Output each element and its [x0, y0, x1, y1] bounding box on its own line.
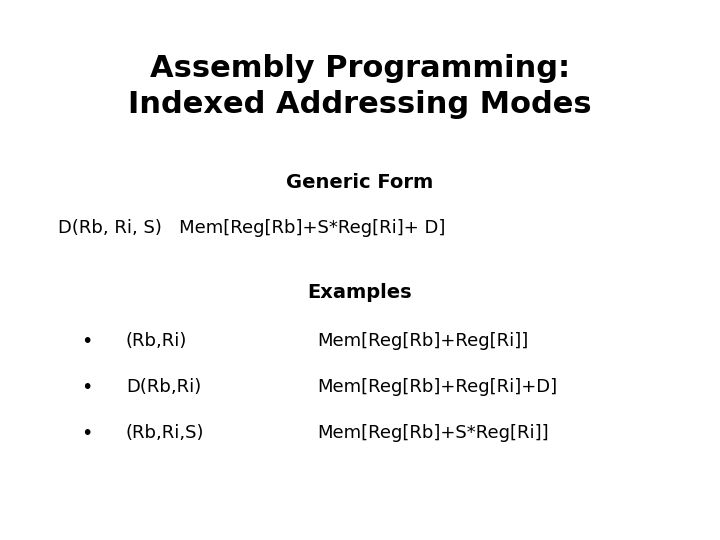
Text: (Rb,Ri,S): (Rb,Ri,S) — [126, 424, 204, 442]
Text: Mem[Reg[Rb]+Reg[Ri]+D]: Mem[Reg[Rb]+Reg[Ri]+D] — [317, 378, 557, 396]
Text: D(Rb,Ri): D(Rb,Ri) — [126, 378, 202, 396]
Text: Examples: Examples — [307, 284, 413, 302]
Text: (Rb,Ri): (Rb,Ri) — [126, 332, 187, 350]
Text: •: • — [81, 378, 92, 397]
Text: Generic Form: Generic Form — [287, 173, 433, 192]
Text: •: • — [81, 424, 92, 443]
Text: •: • — [81, 332, 92, 351]
Text: D(Rb, Ri, S)   Mem[Reg[Rb]+S*Reg[Ri]+ D]: D(Rb, Ri, S) Mem[Reg[Rb]+S*Reg[Ri]+ D] — [58, 219, 445, 237]
Text: Mem[Reg[Rb]+S*Reg[Ri]]: Mem[Reg[Rb]+S*Reg[Ri]] — [317, 424, 549, 442]
Text: Mem[Reg[Rb]+Reg[Ri]]: Mem[Reg[Rb]+Reg[Ri]] — [317, 332, 528, 350]
Text: Assembly Programming:
Indexed Addressing Modes: Assembly Programming: Indexed Addressing… — [128, 54, 592, 119]
